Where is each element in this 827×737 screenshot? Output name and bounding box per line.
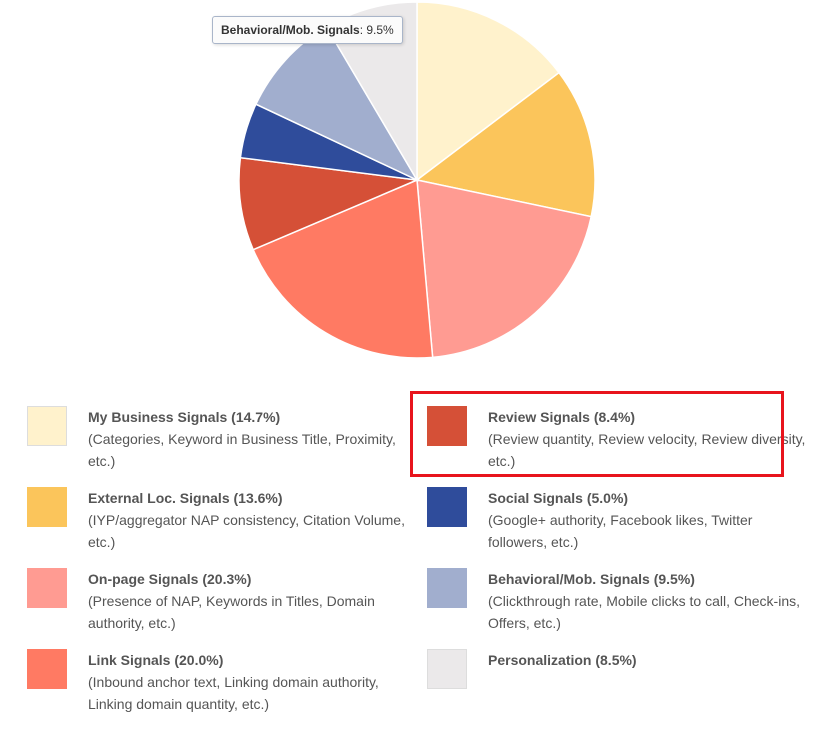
legend-desc: (Google+ authority, Facebook likes, Twit… [488,512,753,550]
pie-slice-review-signals[interactable] [238,156,420,251]
legend-title: External Loc. Signals (13.6%) [88,490,283,506]
tooltip-label: Behavioral/Mob. Signals [221,23,360,37]
legend-title: Social Signals (5.0%) [488,490,629,506]
legend-swatch [427,487,467,527]
legend-swatch [427,568,467,608]
legend-title: Link Signals (20.0%) [88,652,224,668]
legend-title: Review Signals (8.4%) [488,409,636,425]
legend-desc: (IYP/aggregator NAP consistency, Citatio… [88,512,405,550]
legend-desc: (Inbound anchor text, Linking domain aut… [88,674,379,712]
legend-swatch [27,487,67,527]
tooltip-value: : 9.5% [359,23,394,37]
legend-desc: (Presence of NAP, Keywords in Titles, Do… [88,593,375,631]
legend-title: Behavioral/Mob. Signals (9.5%) [488,571,695,587]
legend-swatch [27,568,67,608]
pie-slice-link-signals[interactable] [252,178,434,359]
legend-swatch [427,406,467,446]
pie-slice-on-page-signals[interactable] [416,179,593,359]
legend-desc: (Clickthrough rate, Mobile clicks to cal… [488,593,800,631]
legend-desc: (Categories, Keyword in Business Title, … [88,431,396,469]
chart-tooltip: Behavioral/Mob. Signals: 9.5% [212,16,403,44]
legend-title: Personalization (8.5%) [488,652,637,668]
legend-title: My Business Signals (14.7%) [88,409,281,425]
pie-slice-external-loc-signals[interactable] [415,71,596,218]
legend-swatch [27,649,67,689]
review-signals-highlight-box [410,391,784,477]
legend-desc: (Review quantity, Review velocity, Revie… [488,431,806,469]
legend-swatch [27,406,67,446]
pie-chart [238,1,596,359]
legend-swatch [427,649,467,689]
legend-title: On-page Signals (20.3%) [88,571,252,587]
pie-slice-my-business-signals[interactable] [416,1,561,182]
